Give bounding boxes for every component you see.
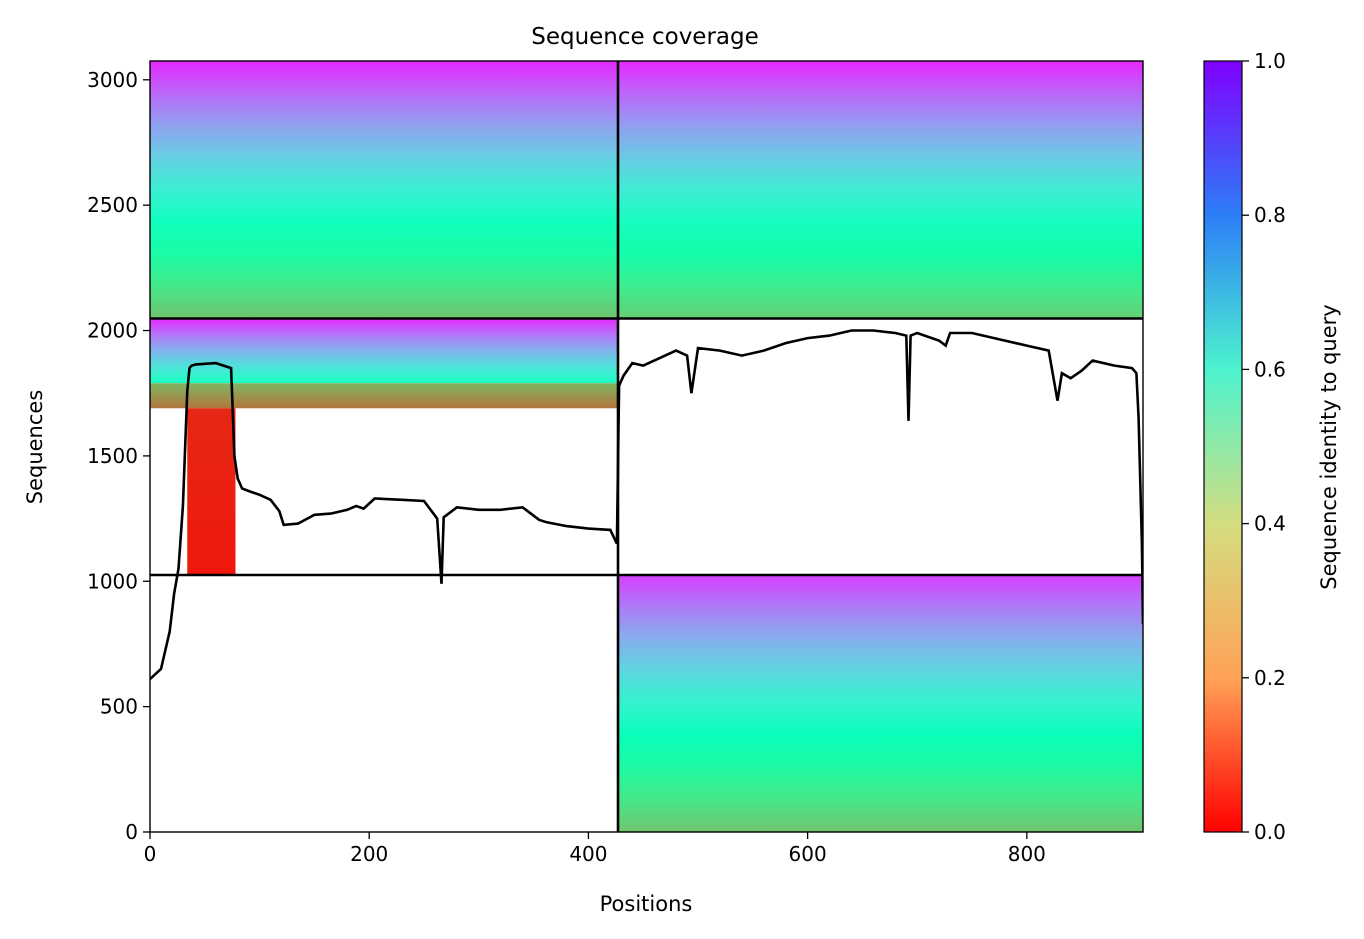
x-tick-label: 400 [569,842,607,866]
colorbar-tick-label: 0.8 [1254,203,1286,227]
heatmap-block [150,383,619,409]
x-tick-label: 600 [789,842,827,866]
colorbar-tick-label: 0.4 [1254,512,1286,536]
y-tick-label: 1000 [87,569,138,593]
coverage-line [150,329,1143,681]
x-axis-ticks: 0 200 400 600 800 [144,832,1046,866]
y-tick-label: 500 [100,695,138,719]
heatmap-block [150,61,619,319]
heatmap-block [150,318,619,384]
x-tick-label: 0 [144,842,157,866]
colorbar-tick-label: 0.2 [1254,666,1286,690]
colorbar-tick-label: 0.0 [1254,820,1286,844]
heatmap-blocks [150,61,1143,832]
y-tick-label: 2500 [87,193,138,217]
x-axis-label: Positions [600,892,693,916]
y-axis-label: Sequences [23,390,47,505]
plot-frame [149,60,1144,833]
y-tick-label: 0 [125,820,138,844]
x-tick-label: 200 [350,842,388,866]
y-tick-label: 3000 [87,68,138,92]
colorbar-label: Sequence identity to query [1317,304,1341,589]
y-tick-label: 2000 [87,319,138,343]
y-tick-label: 1500 [87,444,138,468]
colorbar-tick-label: 1.0 [1254,49,1286,73]
y-axis-ticks: 0 500 1000 1500 2000 2500 3000 [87,68,150,844]
colorbar [1203,60,1243,833]
colorbar-tick-label: 0.6 [1254,357,1286,381]
heatmap-block [618,575,1143,832]
x-tick-label: 800 [1008,842,1046,866]
heatmap-block [618,61,1143,319]
colorbar-ticks: 0.0 0.2 0.4 0.6 0.8 1.0 [1242,49,1286,844]
heatmap-block [187,408,236,575]
chart-title: Sequence coverage [531,24,759,50]
